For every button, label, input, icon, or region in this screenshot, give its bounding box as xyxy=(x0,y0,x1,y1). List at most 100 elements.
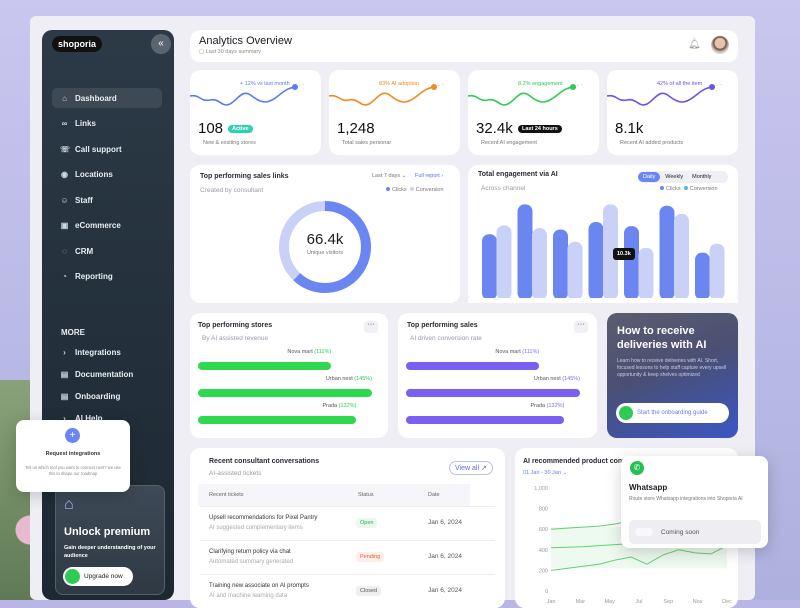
bar-conversion-thu[interactable] xyxy=(603,204,618,300)
card-subtitle: Created by consultant xyxy=(200,187,264,194)
sidebar-item-dashboard[interactable]: ⌂ Dashboard xyxy=(52,88,162,108)
sparkline xyxy=(607,84,724,106)
full-report-link[interactable]: Full report › xyxy=(415,173,444,179)
bar-clicks-thu[interactable] xyxy=(588,222,604,300)
bar-clicks-sat[interactable] xyxy=(659,205,675,300)
home-icon: ⌂ xyxy=(62,93,67,103)
whatsapp-popup: ✆ Whatsapp Route store Whatsapp integrat… xyxy=(621,456,768,548)
bar-percent: (132%) xyxy=(338,403,357,409)
whatsapp-icon: ✆ xyxy=(630,461,644,475)
sidebar-item-integrations[interactable]: › Integrations xyxy=(52,342,162,362)
sparkline-point xyxy=(292,84,298,90)
sidebar-item-locations[interactable]: ◉ Locations xyxy=(52,165,162,185)
sidebar-item-label: CRM xyxy=(75,246,94,256)
bar-clicks-wed[interactable] xyxy=(553,229,568,301)
ticket-subtitle: Automated summary generated xyxy=(209,559,294,565)
tab-monthly[interactable]: Monthly xyxy=(692,174,712,180)
card-title: Top performing sales xyxy=(407,322,478,329)
bar-conversion-fri[interactable] xyxy=(638,247,654,300)
line-series-3 xyxy=(550,545,728,571)
tab-daily[interactable]: Daily xyxy=(638,172,661,182)
tab-weekly[interactable]: Weekly xyxy=(665,174,684,180)
upgrade-now-button[interactable]: Upgrade now xyxy=(63,567,133,586)
bar-conversion-wed[interactable] xyxy=(567,241,583,300)
bar-label: Prada (132%) xyxy=(198,403,356,409)
y-tick-label: 200 xyxy=(539,568,548,574)
card-subtitle: Across channel xyxy=(481,185,526,192)
kpi-value: 8.1k xyxy=(615,120,644,137)
cart-icon: ▣ xyxy=(60,221,69,230)
table-row[interactable]: Clarifying return policy via chat Automat… xyxy=(200,540,495,574)
more-options-button[interactable]: ··· xyxy=(574,321,588,333)
sidebar-item-crm[interactable]: ◌ CRM xyxy=(52,241,162,261)
range-value: Last 7 days xyxy=(372,173,401,179)
chat-icon: ◌ xyxy=(62,246,67,256)
legend-clicks: Clicks xyxy=(392,187,407,193)
sales-links-card: Top performing sales links Created by co… xyxy=(190,165,460,303)
bar-prada xyxy=(198,416,357,424)
item-icon: › xyxy=(63,413,66,423)
sidebar-item-staff[interactable]: ☺ Staff xyxy=(52,190,162,210)
more-options-button[interactable]: ··· xyxy=(364,321,378,333)
sparkline xyxy=(329,84,446,106)
ticket-subtitle: AI and machine learning data xyxy=(209,593,288,599)
date-range-value: 01 Jan - 30 Jan xyxy=(523,470,561,476)
add-integration-button[interactable]: + xyxy=(65,428,80,443)
conversion-swatch xyxy=(683,186,688,190)
upgrade-icon xyxy=(65,569,80,584)
bar-clicks-sun[interactable] xyxy=(695,252,710,300)
sidebar-item-ai-help[interactable]: › AI Help xyxy=(52,408,162,428)
request-integrations-popup: + Request integrations Tell us which too… xyxy=(16,420,130,492)
more-heading: MORE xyxy=(61,328,85,337)
avatar[interactable] xyxy=(711,36,729,54)
bar-tooltip: 10.3k xyxy=(613,248,635,260)
item-icon: ▤ xyxy=(60,369,69,379)
collapse-sidebar-button[interactable]: « xyxy=(151,34,171,54)
bar-conversion-sat[interactable] xyxy=(674,213,689,300)
bar-name: Prada xyxy=(322,403,338,409)
bar-percent: (145%) xyxy=(562,376,580,382)
request-text: Tell us which tool you want to connect n… xyxy=(25,465,121,477)
bar-conversion-tue[interactable] xyxy=(532,228,547,300)
sidebar-item-reporting[interactable]: ◔ Reporting xyxy=(52,267,162,287)
kpi-value: 108 xyxy=(198,120,224,137)
table-row[interactable]: Training new associate on AI prompts AI a… xyxy=(200,574,495,608)
y-tick-label: 600 xyxy=(539,527,548,533)
toggle-switch[interactable] xyxy=(635,528,653,536)
sidebar-item-links[interactable]: ∞ Links xyxy=(52,114,162,134)
onboarding-guide-button[interactable]: Start the onboarding guide xyxy=(616,403,729,423)
sparkline-line xyxy=(468,86,574,106)
card-subtitle: By AI assisted revenue xyxy=(202,335,269,342)
conversion-swatch xyxy=(409,187,414,191)
sidebar-item-label: Dashboard xyxy=(75,93,117,103)
top-sales-card: Top performing sales AI driven conversio… xyxy=(398,313,597,438)
sidebar-item-documentation[interactable]: ▤ Documentation xyxy=(52,364,162,384)
range-dropdown[interactable]: Last 7 days ⌄ xyxy=(372,173,407,179)
sparkline-projection xyxy=(711,84,724,88)
status-badge: Pending xyxy=(356,552,385,562)
sidebar-item-onboarding[interactable]: ▤ Onboarding xyxy=(52,386,162,406)
bar-conversion-mon[interactable] xyxy=(496,225,512,300)
sidebar-item-call-support[interactable]: ☏ Call support xyxy=(52,139,162,159)
sidebar-item-ecommerce[interactable]: ▣ eCommerce xyxy=(52,216,162,236)
whatsapp-text: Route store Whatsapp integrations into S… xyxy=(629,496,743,502)
bar-conversion-sun[interactable] xyxy=(709,243,725,300)
column-header: Recent tickets xyxy=(209,492,244,498)
view-all-button[interactable]: View all ↗ xyxy=(449,461,493,475)
bar-clicks-tue[interactable] xyxy=(517,204,533,300)
coming-soon-toggle[interactable]: Coming soon xyxy=(629,520,761,544)
table-row[interactable]: Upsell recommendations for Pixel Pantry A… xyxy=(200,506,495,540)
page-subtitle: ▢ Last 30 days summary xyxy=(199,49,261,55)
kpi-value: 32.4k xyxy=(476,120,513,137)
card-title: Top performing stores xyxy=(198,322,273,329)
bar-clicks-mon[interactable] xyxy=(482,234,497,300)
date-range-dropdown[interactable]: 01 Jan - 30 Jan ⌄ xyxy=(523,470,568,476)
bell-icon[interactable]: 🔔︎ xyxy=(688,39,701,50)
bar-clicks-fri[interactable] xyxy=(624,226,639,300)
column-header: Date xyxy=(428,492,440,498)
clicks-swatch xyxy=(386,187,390,191)
status-badge: Open xyxy=(356,518,378,528)
sparkline xyxy=(190,84,307,106)
ticket-title: Upsell recommendations for Pixel Pantry xyxy=(209,515,318,521)
sidebar-item-label: Reporting xyxy=(75,272,113,281)
